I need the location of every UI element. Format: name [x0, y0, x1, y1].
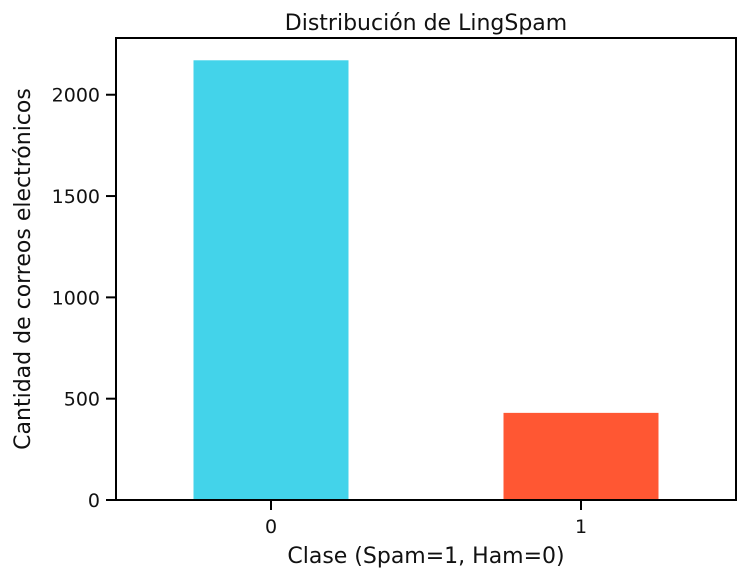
bar-1 [503, 412, 659, 500]
plot-frame [115, 37, 737, 501]
y-tick-label: 1000 [52, 287, 100, 309]
y-axis-label: Cantidad de correos electrónicos [11, 88, 36, 450]
y-tick-label: 0 [88, 490, 100, 512]
chart-title: Distribución de LingSpam [285, 11, 567, 36]
x-axis-label: Clase (Spam=1, Ham=0) [287, 544, 564, 569]
y-tick-label: 500 [64, 389, 100, 411]
y-axis-ticks: 0 500 1000 1500 2000 [52, 85, 116, 512]
bar-0 [193, 60, 349, 500]
x-tick-label: 0 [265, 516, 277, 538]
x-tick-label: 1 [575, 516, 587, 538]
y-tick-label: 1500 [52, 186, 100, 208]
bars-group [193, 60, 659, 500]
y-tick-label: 2000 [52, 85, 100, 107]
